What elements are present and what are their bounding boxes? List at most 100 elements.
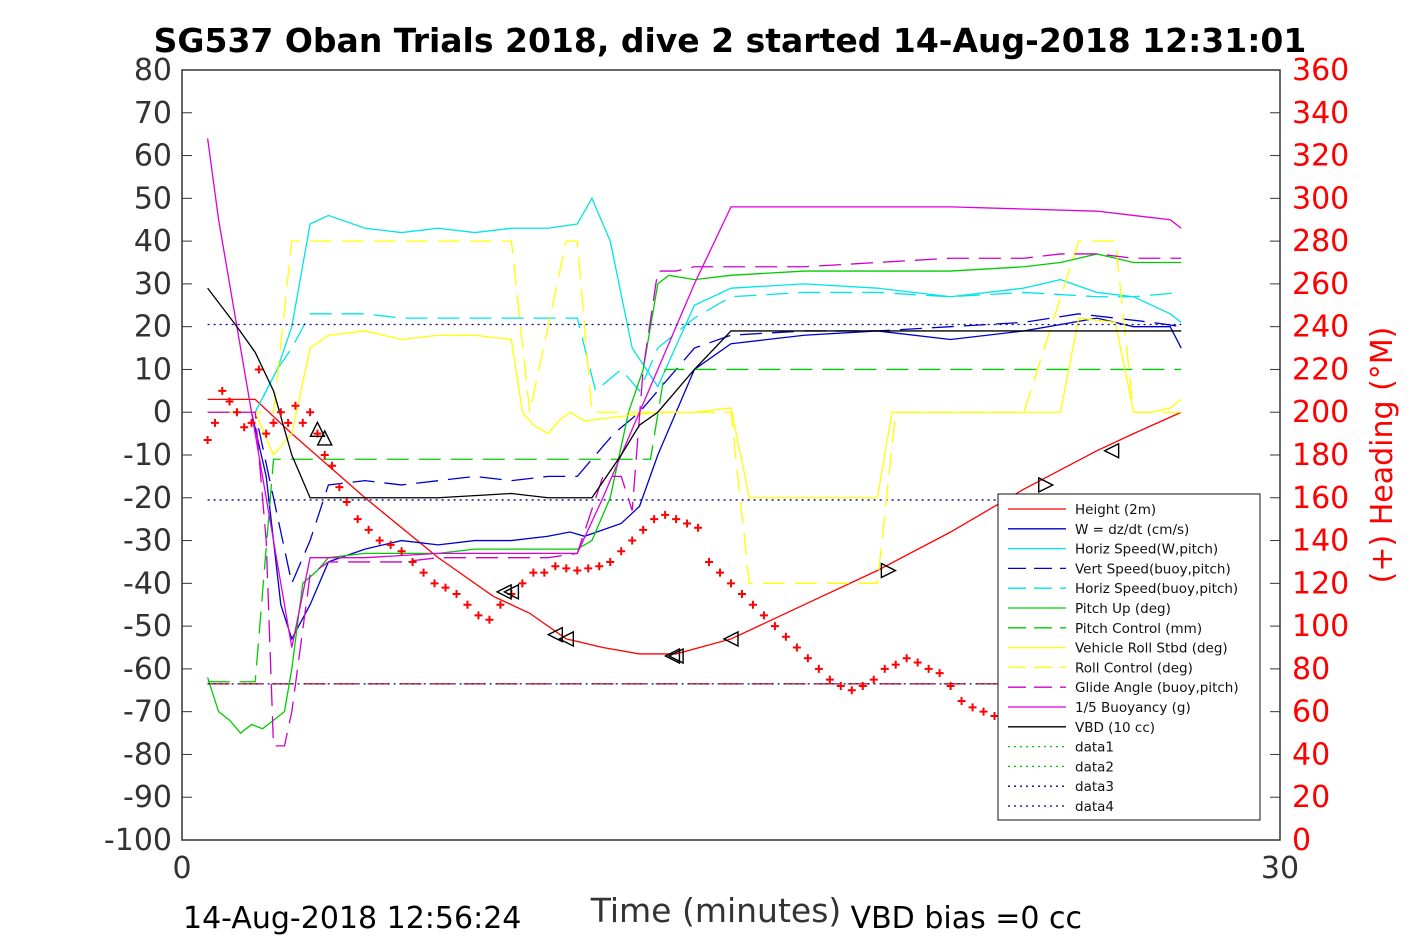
heading-point [364, 525, 373, 534]
heading-point-glyph [584, 564, 593, 573]
heading-point [353, 515, 362, 524]
heading-point-glyph [639, 525, 648, 534]
position-marker [1103, 442, 1120, 459]
heading-point-glyph [408, 557, 417, 566]
heading-point [858, 682, 867, 690]
heading-point [891, 660, 900, 669]
left-tick-label: 60 [134, 139, 172, 174]
right-tick-label: 180 [1292, 438, 1349, 473]
left-tick-label: 40 [134, 224, 172, 259]
right-tick-label: 120 [1292, 566, 1349, 601]
heading-point-glyph [397, 547, 406, 556]
heading-point-glyph [781, 632, 790, 641]
heading-point [218, 386, 227, 395]
heading-point [240, 423, 249, 432]
right-tick-label: 360 [1292, 53, 1349, 88]
heading-point-glyph [924, 664, 933, 673]
heading-point [737, 590, 746, 599]
heading-point-glyph [291, 401, 300, 410]
left-tick-label: -70 [123, 695, 172, 730]
right-tick-label: 300 [1292, 181, 1349, 216]
left-tick-label: 30 [134, 267, 172, 302]
left-tick-label: -30 [123, 524, 172, 559]
heading-point [232, 408, 241, 417]
heading-point [683, 519, 692, 528]
legend-label: 1/5 Buoyancy (g) [1075, 700, 1191, 716]
heading-point [262, 429, 271, 438]
legend: Height (2m) W = dz/dt (cm/s) Horiz Speed(W… [997, 493, 1261, 821]
heading-point-glyph [386, 540, 395, 549]
heading-point-glyph [518, 579, 527, 588]
legend-label: Horiz Speed(buoy,pitch) [1075, 581, 1238, 597]
heading-point [430, 579, 439, 588]
heading-point [298, 418, 307, 427]
heading-point [979, 707, 988, 716]
heading-point-glyph [891, 660, 900, 669]
heading-point-glyph [814, 664, 823, 673]
heading-point [397, 547, 406, 556]
heading-point [335, 483, 344, 492]
right-tick-label: 240 [1292, 310, 1349, 345]
heading-point [770, 622, 779, 631]
heading-point-glyph [683, 519, 692, 528]
heading-point [727, 579, 735, 588]
heading-point-glyph [463, 600, 472, 609]
heading-point-glyph [320, 451, 329, 459]
heading-point [672, 515, 681, 524]
right-tick-label: 100 [1292, 609, 1349, 644]
heading-point [306, 408, 315, 417]
heading-point [573, 566, 582, 575]
heading-point-glyph [705, 557, 714, 566]
heading-point-glyph [737, 590, 746, 599]
heading-point-glyph [210, 418, 219, 427]
heading-point-glyph [240, 423, 249, 432]
legend-label: Vert Speed(buoy,pitch) [1075, 561, 1231, 577]
heading-point [284, 418, 293, 427]
legend-label: Roll Control (deg) [1075, 660, 1193, 676]
right-tick-label: 320 [1292, 139, 1349, 174]
heading-point-glyph [979, 707, 988, 716]
heading-point-glyph [606, 557, 615, 566]
left-tick-label: -100 [104, 823, 172, 858]
right-tick-label: 140 [1292, 524, 1349, 559]
footer-vbd-bias: VBD bias =0 cc [851, 901, 1082, 936]
heading-point-glyph [869, 675, 878, 684]
heading-point [291, 401, 300, 410]
heading-point-glyph [803, 654, 812, 663]
heading-point-glyph [858, 682, 867, 690]
heading-point-glyph [661, 510, 670, 519]
heading-point-glyph [419, 568, 428, 577]
heading-point-glyph [485, 615, 494, 624]
heading-point-glyph [748, 600, 757, 609]
left-tick-label: -90 [123, 780, 172, 815]
heading-point-glyph [328, 461, 337, 470]
series-line-w-dz-dt-cm-s [207, 317, 1182, 641]
heading-point [606, 557, 615, 566]
left-tick-label: -40 [123, 566, 172, 601]
heading-point [328, 461, 337, 470]
left-tick-label: 70 [134, 96, 172, 131]
heading-point-glyph [225, 397, 234, 406]
heading-point [792, 643, 801, 652]
legend-label: Glide Angle (buoy,pitch) [1075, 680, 1239, 696]
right-tick-label: 20 [1292, 780, 1330, 815]
heading-point [452, 590, 461, 599]
heading-point-glyph [284, 418, 293, 427]
position-marker [316, 429, 333, 446]
heading-point-glyph [342, 498, 351, 507]
heading-point [540, 568, 549, 577]
heading-point [225, 397, 234, 406]
right-y-axis: 3603403203002802602402202001801601401201… [1270, 53, 1349, 858]
heading-point-glyph [573, 566, 582, 575]
left-tick-label: -80 [123, 737, 172, 772]
right-tick-label: 80 [1292, 652, 1330, 687]
heading-point-glyph [452, 590, 461, 599]
x-axis: 0 30 [172, 830, 1299, 886]
heading-point [880, 664, 889, 673]
heading-point [254, 365, 263, 374]
x-tick-label: 30 [1261, 851, 1299, 886]
heading-point [628, 536, 637, 545]
heading-point [836, 682, 845, 690]
position-marker [502, 583, 520, 601]
